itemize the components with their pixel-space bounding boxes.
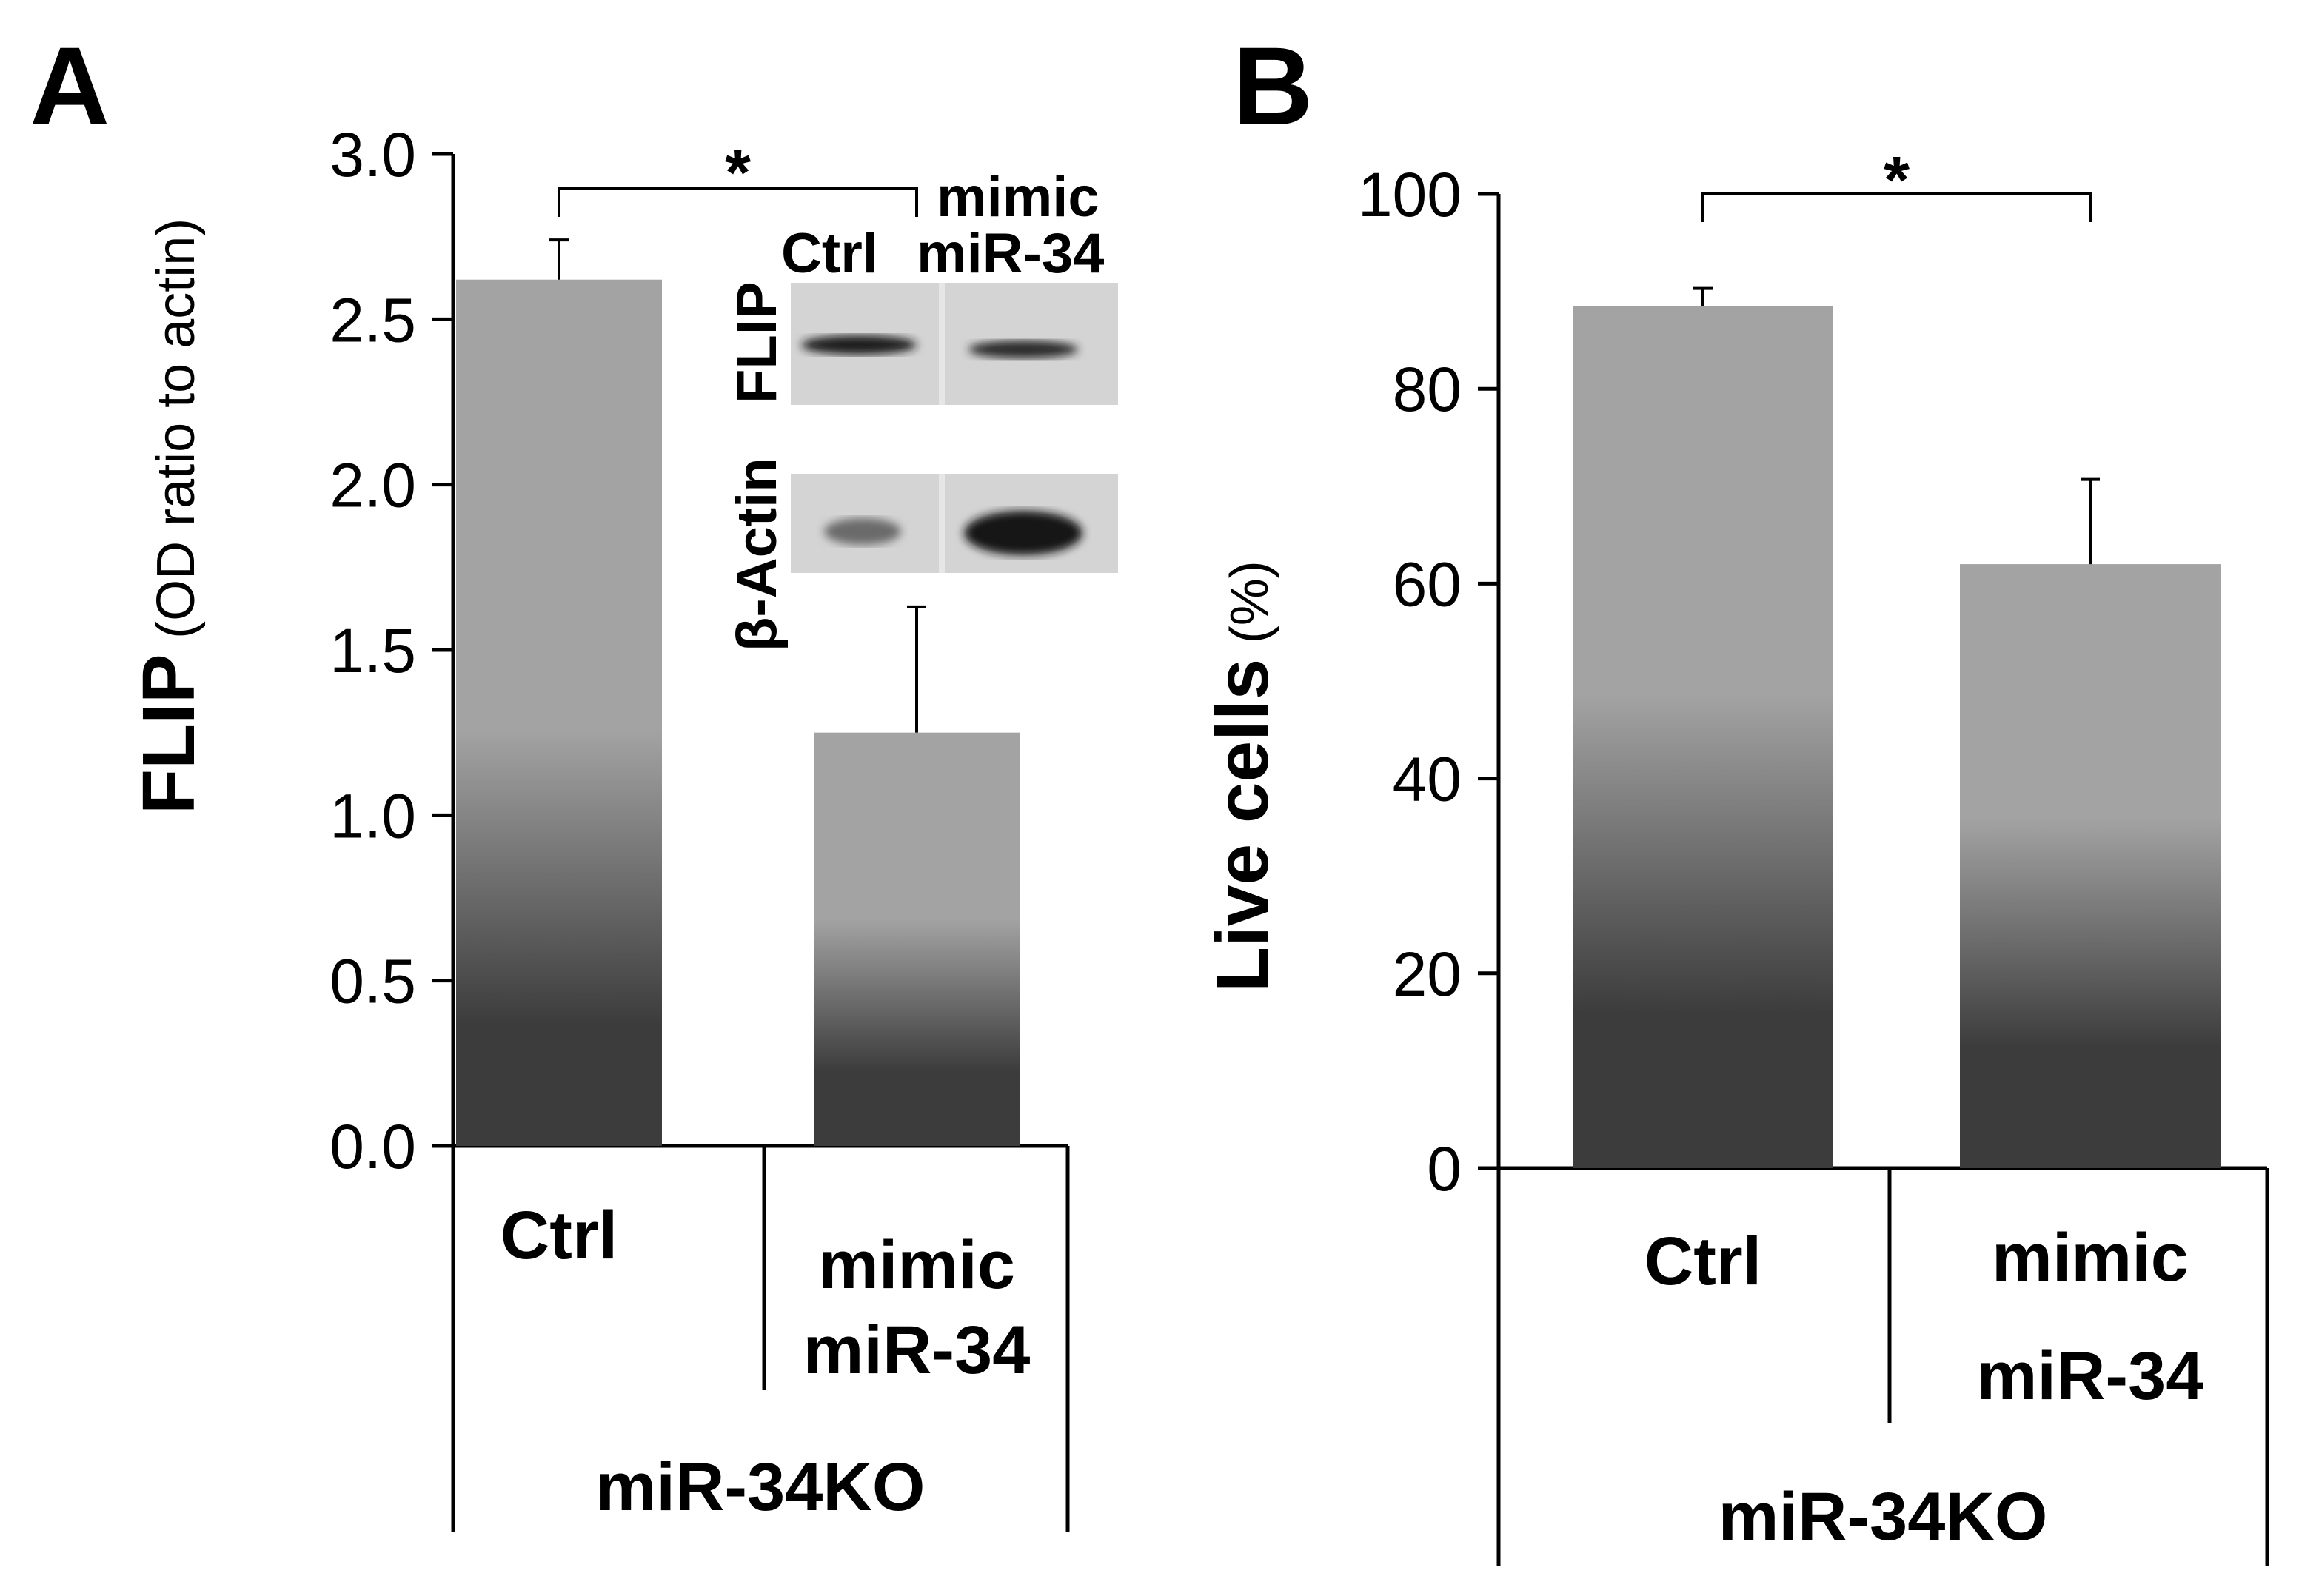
category-label: Ctrl (1644, 1224, 1761, 1299)
panel-a-y-ticks: 0.0 0.5 1.0 1.5 2.0 2.5 3.0 (329, 120, 453, 1181)
bar-mimic-mir34 (1960, 564, 2221, 1168)
band-actin-mimic (964, 511, 1082, 555)
svg-text:Live cells (%): Live cells (%) (1201, 560, 1284, 992)
significance-bracket (1701, 192, 2092, 222)
panel-a-category-labels: Ctrl mimic miR-34 miR-34KO (501, 1198, 1031, 1525)
svg-text:FLIP (OD ratio to acti: FLIP (OD ratio to actin) (127, 218, 210, 814)
panel-a: A FLIP (OD ratio to actin) 0.0 0.5 1.0 1.5 2… (30, 24, 1118, 1532)
group-label: miR-34KO (1719, 1479, 2048, 1555)
western-blot-inset: Ctrl mimic miR-34 FLIP β-Actin (726, 166, 1118, 651)
significance-star: * (725, 136, 751, 210)
inset-row-label-flip: FLIP (726, 281, 789, 403)
y-tick-label: 1.5 (329, 616, 416, 685)
y-tick-label: 100 (1358, 160, 1462, 229)
y-tick-label: 60 (1393, 549, 1462, 619)
category-label-line1: mimic (1992, 1220, 2189, 1295)
band-flip-ctrl (801, 335, 917, 355)
y-tick-label: 0 (1427, 1134, 1462, 1204)
panel-b-y-axis-title: Live cells (1201, 659, 1284, 992)
y-tick-label: 0.0 (329, 1112, 416, 1181)
category-label-line2: miR-34 (803, 1312, 1031, 1388)
bar-mimic-mir34 (814, 732, 1020, 1146)
panel-a-y-axis-title: FLIP (127, 654, 210, 814)
panel-b-significance: * (1701, 144, 2092, 222)
inset-col-label-ctrl: Ctrl (781, 222, 878, 285)
category-label: Ctrl (501, 1198, 618, 1273)
bar-ctrl (1573, 306, 1833, 1169)
panel-a-error-bars (549, 238, 926, 733)
band-actin-ctrl (824, 518, 901, 545)
panel-b-y-ticks: 0 20 40 60 80 100 (1358, 160, 1499, 1204)
y-tick-label: 80 (1393, 355, 1462, 424)
inset-row-label-actin: β-Actin (726, 457, 789, 651)
y-tick-label: 40 (1393, 745, 1462, 814)
bar-ctrl (456, 279, 662, 1146)
category-label-line1: mimic (818, 1227, 1015, 1303)
panel-a-label: A (30, 24, 110, 148)
category-label-line2: miR-34 (1977, 1338, 2204, 1414)
panel-b-category-labels: Ctrl mimic miR-34 miR-34KO (1644, 1220, 2204, 1555)
y-tick-label: 1.0 (329, 781, 416, 851)
panel-b-y-axis-unit: (%) (1220, 560, 1279, 643)
significance-bracket (558, 187, 918, 217)
panel-b-bars (1573, 306, 2221, 1169)
inset-col-label-mimic: mimic (937, 166, 1100, 229)
significance-star: * (1884, 144, 1910, 218)
y-tick-label: 20 (1393, 939, 1462, 1009)
y-tick-label: 3.0 (329, 120, 416, 190)
group-label: miR-34KO (596, 1449, 926, 1525)
y-tick-label: 0.5 (329, 947, 416, 1016)
panel-b: B Live cells (%) 0 20 40 60 80 100 * Ctrl mimi… (1201, 24, 2269, 1566)
panel-b-error-bars (1693, 286, 2100, 565)
panel-a-y-axis-unit: (OD ratio to actin) (147, 218, 206, 639)
panel-a-y-axis-label: FLIP (OD ratio to actin) (127, 218, 210, 814)
panel-b-label: B (1233, 24, 1313, 148)
panel-b-y-axis-label: Live cells (%) (1201, 560, 1284, 992)
panel-a-significance: * (558, 136, 918, 217)
band-flip-mimic (968, 341, 1078, 358)
y-tick-label: 2.5 (329, 285, 416, 355)
panel-a-bars (456, 279, 1020, 1146)
inset-col-label-mir34: miR-34 (917, 222, 1104, 285)
y-tick-label: 2.0 (329, 451, 416, 520)
